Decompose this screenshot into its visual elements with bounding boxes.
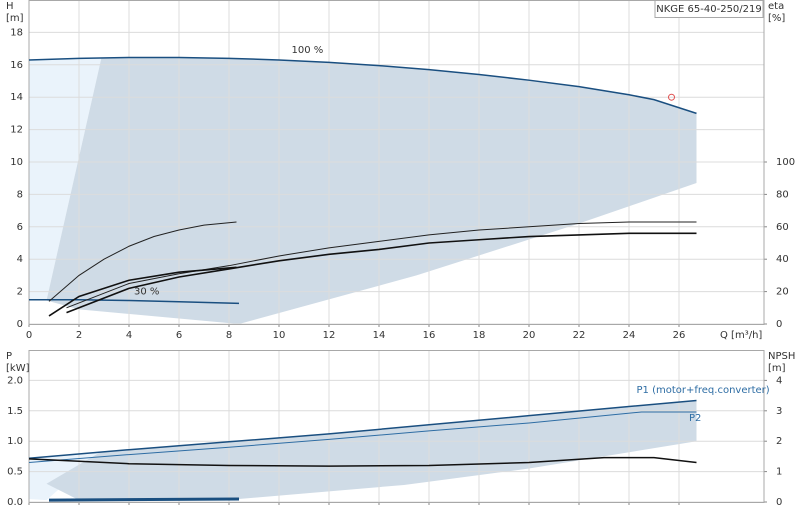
plot-frame [28,0,765,325]
y-tick-label: 2.0 [7,375,23,386]
y2-axis-label: [%] [768,13,785,24]
y2-tick-label: 40 [776,254,789,265]
curve [48,497,240,502]
y2-tick-label: 1 [776,467,782,478]
y-axis-label: [m] [6,13,24,24]
y2-tick-label: 2 [776,436,782,447]
y-axis-label: P [6,351,12,362]
curve [28,411,697,463]
x-tick-label: 10 [273,330,286,341]
annotation: 30 % [134,287,159,298]
y-axis-label: H [6,1,14,12]
curve [29,298,240,305]
y2-tick-label: 20 [776,287,789,298]
y-tick-label: 10 [10,157,23,168]
curve [48,221,237,302]
operating-area [29,57,102,301]
y-tick-label: 2 [17,287,23,298]
x-tick-label: 26 [673,330,686,341]
operating-point [668,93,675,101]
y2-tick-label: 0 [776,319,782,330]
y-tick-label: 18 [10,27,23,38]
x-tick-label: 8 [226,330,232,341]
y2-axis-label: [m] [768,363,786,374]
y-tick-label: 1.5 [7,406,23,417]
annotation: P1 (motor+freq.converter) [637,385,770,396]
title-box [654,0,764,18]
chart-title: NKGE 65-40-250/219 [656,4,762,15]
curve [28,399,697,459]
curve [28,456,697,467]
x-tick-label: 2 [76,330,82,341]
plot-frame [28,350,765,503]
y2-tick-label: 100 [776,157,795,168]
y-tick-label: 8 [17,189,23,200]
y-tick-label: 14 [10,92,23,103]
x-axis-label: Q [m³/h] [720,330,762,341]
curve [66,221,697,309]
x-tick-label: 12 [323,330,336,341]
x-tick-label: 14 [373,330,386,341]
operating-area [46,400,697,501]
annotation: 100 % [292,45,324,56]
y2-tick-label: 60 [776,222,789,233]
y2-axis-label: NPSH [768,351,795,362]
operating-area [46,57,697,324]
y-tick-label: 1.0 [7,436,23,447]
y-tick-label: 0 [17,319,23,330]
y-tick-label: 6 [17,222,23,233]
curve [48,266,237,317]
x-tick-label: 16 [423,330,436,341]
curve [66,232,697,314]
annotation: P2 [689,413,701,424]
x-tick-label: 4 [126,330,132,341]
x-tick-label: 22 [573,330,586,341]
y2-tick-label: 4 [776,375,782,386]
y-tick-label: 16 [10,60,23,71]
y-tick-label: 0.5 [7,467,23,478]
y-tick-label: 0.0 [7,497,23,508]
y2-tick-label: 3 [776,406,782,417]
y-tick-label: 4 [17,254,23,265]
y2-tick-label: 80 [776,189,789,200]
y2-axis-label: eta [768,1,784,12]
x-tick-label: 0 [26,330,32,341]
x-tick-label: 18 [473,330,486,341]
x-tick-label: 24 [623,330,636,341]
x-tick-label: 20 [523,330,536,341]
y-axis-label: [kW] [6,363,30,374]
y-tick-label: 12 [10,125,23,136]
x-tick-label: 6 [176,330,182,341]
curve [28,56,697,115]
y2-tick-label: 0 [776,497,782,508]
